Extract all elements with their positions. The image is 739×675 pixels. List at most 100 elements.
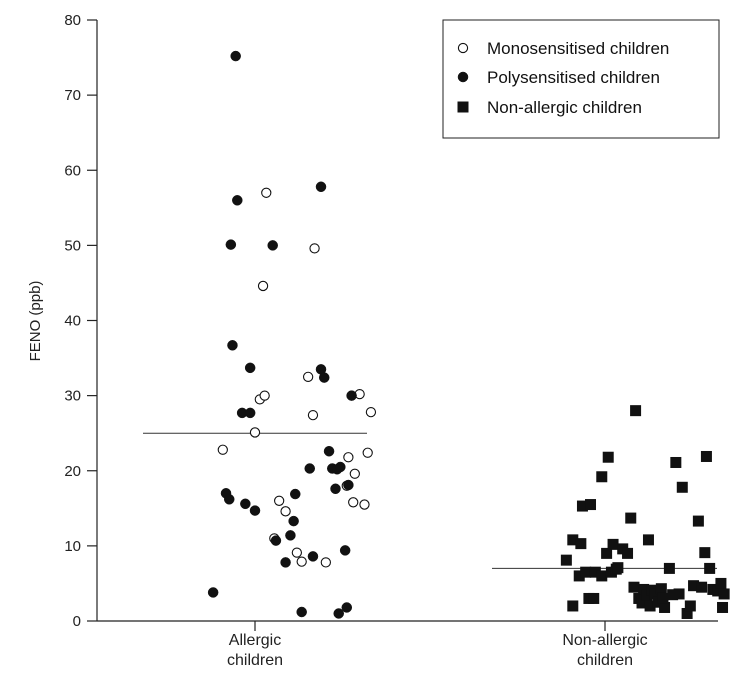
- non-allergic-point: [696, 581, 708, 593]
- y-tick-label: 60: [64, 162, 81, 179]
- non-allergic-point: [596, 570, 608, 582]
- polysensitised-point: [323, 445, 335, 457]
- non-allergic-point: [622, 547, 634, 559]
- non-allergic-point: [715, 577, 727, 589]
- non-allergic-point: [649, 588, 661, 600]
- non-allergic-point: [692, 515, 704, 527]
- non-allergic-point: [625, 512, 637, 524]
- polysensitised-point: [343, 479, 354, 491]
- axes: 0 10 20 30 40 50 60 70 80 Allergic children Non-al…: [27, 12, 718, 669]
- polysensitised-point: [335, 461, 346, 473]
- non-allergic-point: [607, 538, 619, 550]
- polysensitised-point: [244, 362, 256, 374]
- non-allergic-point: [573, 570, 585, 582]
- monosensitised-point: [259, 390, 270, 401]
- polysensitised-point: [318, 372, 330, 383]
- monosensitised-point: [320, 557, 331, 568]
- non-allergic-point: [601, 547, 613, 559]
- non-allergic-point: [644, 600, 656, 612]
- monosensitised-point: [365, 407, 377, 418]
- monosensitised-point: [348, 497, 359, 508]
- non-allergic-point: [628, 581, 640, 593]
- y-tick-label: 50: [64, 237, 81, 254]
- monosensitised-point: [249, 427, 261, 438]
- y-ticks: 0 10 20 30 40 50 60 70 80: [64, 12, 97, 630]
- polysensitised-point: [290, 488, 301, 500]
- non-allergic-point: [602, 451, 614, 463]
- polysensitised-point: [346, 390, 357, 401]
- monosensitised-point: [261, 187, 272, 198]
- non-allergic-point: [673, 588, 685, 600]
- polysensitised-point: [330, 483, 341, 495]
- non-allergic-point: [684, 600, 696, 612]
- non-allergic-point: [667, 589, 679, 601]
- polysensitised-point: [315, 181, 327, 193]
- polysensitised-point: [280, 557, 291, 568]
- polysensitised-point: [339, 545, 351, 556]
- polysensitised-point: [225, 239, 237, 250]
- non-allergic-point: [612, 562, 624, 574]
- monosensitised-point: [273, 495, 285, 506]
- non-allergic-point: [596, 471, 608, 483]
- monosensitised-point: [307, 410, 319, 421]
- polysensitised-point: [227, 340, 238, 351]
- non-allergic-point: [688, 580, 700, 592]
- y-tick-label: 30: [64, 388, 81, 405]
- legend: Monosensitised children Polysensitised ch…: [442, 19, 720, 139]
- non-allergic-point: [585, 499, 597, 511]
- non-allergic-point: [704, 562, 716, 574]
- non-allergic-point: [636, 597, 648, 609]
- non-allergic-point: [659, 601, 671, 613]
- non-allergic-point: [717, 601, 729, 613]
- polysensitised-point: [244, 407, 256, 419]
- monosensitised-point: [291, 547, 303, 558]
- non-allergic-point: [676, 481, 688, 493]
- polysensitised-point: [341, 602, 353, 613]
- monosensitised-point: [280, 506, 291, 517]
- non-allergic-point: [670, 456, 682, 468]
- polysensitised-point: [232, 195, 243, 206]
- polysensitised-point: [333, 608, 344, 619]
- non-allergic-point: [638, 583, 650, 595]
- x-category-label: Allergic children: [227, 632, 283, 669]
- non-allergic-point: [575, 538, 587, 550]
- monosensitised-point: [302, 371, 314, 382]
- legend-box: [442, 19, 720, 139]
- polysensitised-point: [223, 494, 235, 505]
- non-allergic-point: [655, 583, 667, 595]
- legend-entry: Polysensitised children: [487, 68, 660, 87]
- monosensitised-point: [217, 444, 228, 455]
- monosensitised-point: [362, 447, 373, 458]
- non-allergic-point: [718, 588, 730, 600]
- polysensitised-point: [230, 50, 241, 62]
- y-tick-label: 0: [73, 613, 81, 630]
- legend-entry: Non-allergic children: [487, 98, 642, 117]
- y-tick-label: 70: [64, 87, 81, 104]
- non-allergic-point: [642, 534, 654, 546]
- non-allergic-point: [576, 500, 588, 512]
- polysensitised-point: [249, 505, 261, 516]
- non-allergic-point: [663, 562, 675, 574]
- non-allergic-point: [589, 566, 601, 578]
- polysensitised-point: [288, 515, 299, 527]
- monosensitised-point: [296, 556, 307, 567]
- legend-entry: Monosensitised children: [487, 39, 669, 58]
- non-allergic-point: [700, 450, 712, 462]
- x-ticks: Allergic children Non-allergic children: [227, 621, 648, 669]
- non-allergic-point: [588, 592, 600, 604]
- monosensitised-point: [343, 452, 354, 463]
- non-allergic-point: [630, 405, 642, 417]
- y-tick-label: 10: [64, 538, 81, 555]
- non-allergic-point: [657, 592, 669, 604]
- monosensitised-point: [359, 499, 370, 510]
- polysensitised-point: [304, 463, 315, 474]
- data-points: [207, 50, 730, 619]
- y-tick-label: 40: [64, 313, 81, 330]
- non-allergic-point: [699, 547, 711, 559]
- polysensitised-point: [240, 498, 251, 510]
- non-allergic-point: [560, 554, 572, 566]
- non-allergic-point: [681, 607, 693, 619]
- legend-marker: [457, 71, 469, 83]
- non-allergic-point: [567, 600, 579, 612]
